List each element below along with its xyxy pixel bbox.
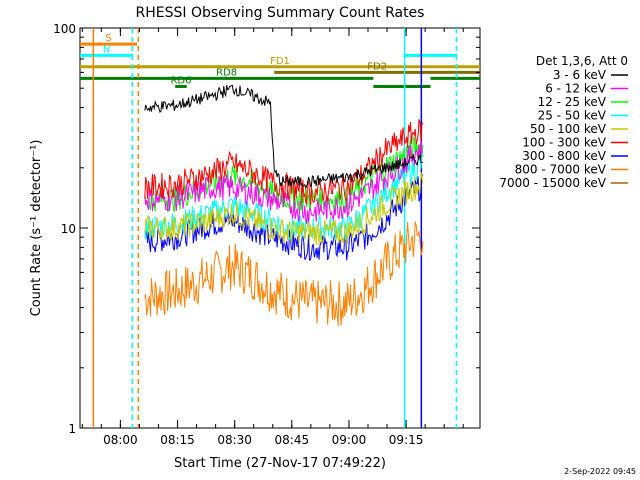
series-line-6-12-kev (144, 138, 424, 224)
legend-label: 7000 - 15000 keV (499, 176, 606, 190)
attenuator-lines (92, 28, 458, 428)
series-group (144, 84, 424, 327)
x-tick-label: 08:00 (103, 433, 138, 447)
series-line-800-7000-kev (144, 221, 424, 327)
legend-label: 800 - 7000 keV (515, 163, 607, 177)
y-tick-label: 1 (68, 422, 76, 436)
legend-label: 6 - 12 keV (545, 82, 607, 96)
x-axis-ticks: 08:00 08:15 08:30 08:45 09:00 09:15 (81, 28, 464, 447)
flag-bars: SN FD1 FD2 RD8 RD6 (80, 33, 480, 88)
flag-label-n: N (103, 44, 110, 55)
legend-label: 3 - 6 keV (553, 68, 607, 82)
x-tick-label: 09:15 (389, 433, 424, 447)
series-line-3-6-kev (144, 84, 424, 189)
plot-area: SN FD1 FD2 RD8 RD6 08:00 08:15 08:30 08:45 09:00… (53, 22, 481, 447)
legend-label: 100 - 300 keV (522, 136, 606, 150)
series-line-50-100-kev (144, 171, 424, 246)
legend-label: 12 - 25 keV (538, 95, 607, 109)
y-axis-label: Count Rate (s⁻¹ detector⁻¹) (29, 140, 44, 317)
timestamp: 2-Sep-2022 09:45 (564, 467, 636, 476)
legend-title: Det 1,3,6, Att 0 (536, 54, 628, 68)
flag-label-fd2: FD2 (367, 61, 387, 72)
flag-label-fd1: FD1 (270, 56, 290, 67)
legend-label: 25 - 50 keV (538, 109, 607, 123)
series-line-100-300-kev (144, 119, 424, 206)
x-tick-label: 08:30 (217, 433, 252, 447)
y-tick-label: 100 (53, 22, 76, 36)
y-tick-label: 10 (61, 222, 76, 236)
y-axis-ticks: 1 10 100 (53, 22, 480, 436)
flag-label-s: S (105, 33, 111, 44)
legend-label: 300 - 800 keV (522, 149, 606, 163)
x-axis-label: Start Time (27-Nov-17 07:49:22) (174, 456, 386, 471)
chart-title: RHESSI Observing Summary Count Rates (136, 5, 425, 21)
x-tick-label: 09:00 (332, 433, 367, 447)
x-tick-label: 08:15 (160, 433, 195, 447)
x-tick-label: 08:45 (275, 433, 310, 447)
flag-label-rd6: RD6 (170, 75, 191, 86)
flag-label-rd8: RD8 (216, 67, 237, 78)
legend-label: 50 - 100 keV (530, 122, 607, 136)
